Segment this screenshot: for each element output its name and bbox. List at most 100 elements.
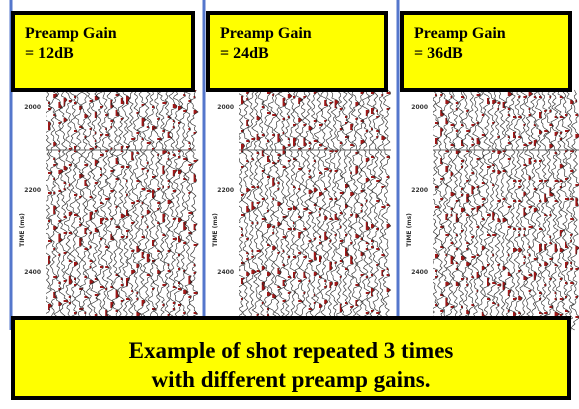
trace-wiggle [308, 89, 319, 331]
tick-label: 2400 [217, 269, 234, 276]
trace-wiggle [126, 89, 137, 331]
trace-wiggle [240, 89, 252, 331]
trace-wiggle [172, 89, 183, 331]
trace-wiggle [334, 89, 345, 331]
trace-fill [570, 100, 575, 318]
trace-fill [565, 114, 570, 318]
trace-wiggle [376, 89, 387, 331]
trace-fill [497, 90, 502, 312]
trace-wiggle [513, 89, 523, 331]
trace-fill [319, 96, 324, 328]
trace-wiggle [476, 89, 487, 331]
trace-wiggle [282, 89, 293, 331]
trace-fill [287, 90, 293, 326]
trace-wiggle [350, 89, 361, 331]
trace-wiggle [63, 89, 74, 331]
trace-wiggle [104, 89, 116, 331]
trace-wiggle [47, 89, 59, 331]
trace-wiggle [360, 89, 371, 331]
trace-wiggle [168, 89, 178, 331]
trace-wiggle [271, 89, 283, 331]
trace-wiggle [94, 89, 106, 331]
trace-fill [381, 90, 387, 324]
trace-wiggle [146, 89, 158, 331]
trace-wiggle [100, 89, 111, 331]
overlay: 2000220024002600TIME (ms)Preamp Gain= 12… [11, 11, 572, 400]
trace-wiggle [471, 89, 482, 331]
trace-wiggle [293, 89, 304, 331]
trace-fill [193, 90, 199, 328]
trace-fill [277, 90, 282, 322]
trace-wiggle [141, 89, 153, 331]
tick-strip [401, 90, 433, 330]
trace-wiggle [340, 89, 350, 331]
trace-fill [523, 96, 528, 328]
trace-fill [298, 98, 304, 322]
trace-wiggle [288, 89, 298, 331]
trace-wiggle [549, 89, 561, 331]
trace-fill [172, 104, 178, 324]
trace-wiggle [58, 89, 69, 331]
trace-fill [445, 100, 451, 326]
trace-wiggle [538, 89, 550, 331]
trace-wiggle [371, 89, 382, 331]
trace-wiggle [523, 89, 534, 331]
trace-fill [492, 100, 497, 326]
trace-fill [261, 102, 267, 316]
trace-fill [282, 98, 288, 314]
trace-fill [94, 92, 100, 316]
gain-label: Preamp Gain [25, 25, 117, 42]
trace-wiggle [518, 89, 529, 331]
gain-label-box [400, 11, 572, 92]
gain-label-box [11, 11, 195, 92]
trace-wiggle [366, 89, 377, 331]
trace-fill [308, 94, 313, 310]
trace-wiggle [497, 89, 509, 331]
trace-wiggle [177, 89, 189, 331]
trace-wiggle [534, 89, 544, 331]
gain-value: = 24dB [220, 45, 269, 62]
trace-wiggle [79, 89, 90, 331]
trace-wiggle [492, 89, 503, 331]
trace-fill [339, 102, 344, 326]
trace-fill [507, 92, 513, 324]
trace-wiggle [277, 89, 289, 331]
caption-line: Example of shot repeated 3 times [129, 338, 454, 363]
trace-wiggle [151, 90, 163, 331]
axis-label: TIME (ms) [19, 213, 26, 247]
trace-wiggle [528, 89, 539, 331]
tick-label: 2200 [24, 187, 41, 194]
caption-line: with different preamp gains. [152, 367, 431, 392]
trace-fill [146, 94, 153, 326]
trace-wiggle [439, 89, 451, 331]
trace-wiggle [42, 89, 53, 331]
tick-label: 2000 [217, 104, 234, 111]
gain-label: Preamp Gain [414, 25, 506, 42]
trace-fill [329, 102, 335, 318]
trace-wiggle [157, 89, 168, 331]
trace-wiggle [381, 89, 392, 331]
tick-label: 2400 [24, 269, 41, 276]
caption-box [11, 316, 571, 400]
trace-wiggle [355, 89, 366, 331]
trace-wiggle [116, 89, 127, 331]
trace-fill [136, 90, 141, 320]
trace-wiggle [508, 89, 519, 331]
trace-wiggle [90, 89, 101, 331]
trace-fill [461, 96, 466, 328]
tick-strip [14, 90, 46, 330]
trace-fill [48, 102, 53, 326]
tick-label: 2000 [24, 104, 41, 111]
trace-wiggle [544, 89, 555, 331]
trace-wiggle [344, 89, 356, 331]
trace-fill [533, 92, 539, 326]
trace-wiggle [559, 89, 571, 331]
trace-wiggle [329, 89, 340, 331]
trace-wiggle [570, 89, 579, 331]
trace-wiggle [486, 89, 498, 331]
trace-wiggle [313, 89, 324, 331]
trace-wiggle [481, 89, 492, 331]
trace-wiggle [84, 89, 95, 331]
trace-wiggle [466, 89, 477, 331]
